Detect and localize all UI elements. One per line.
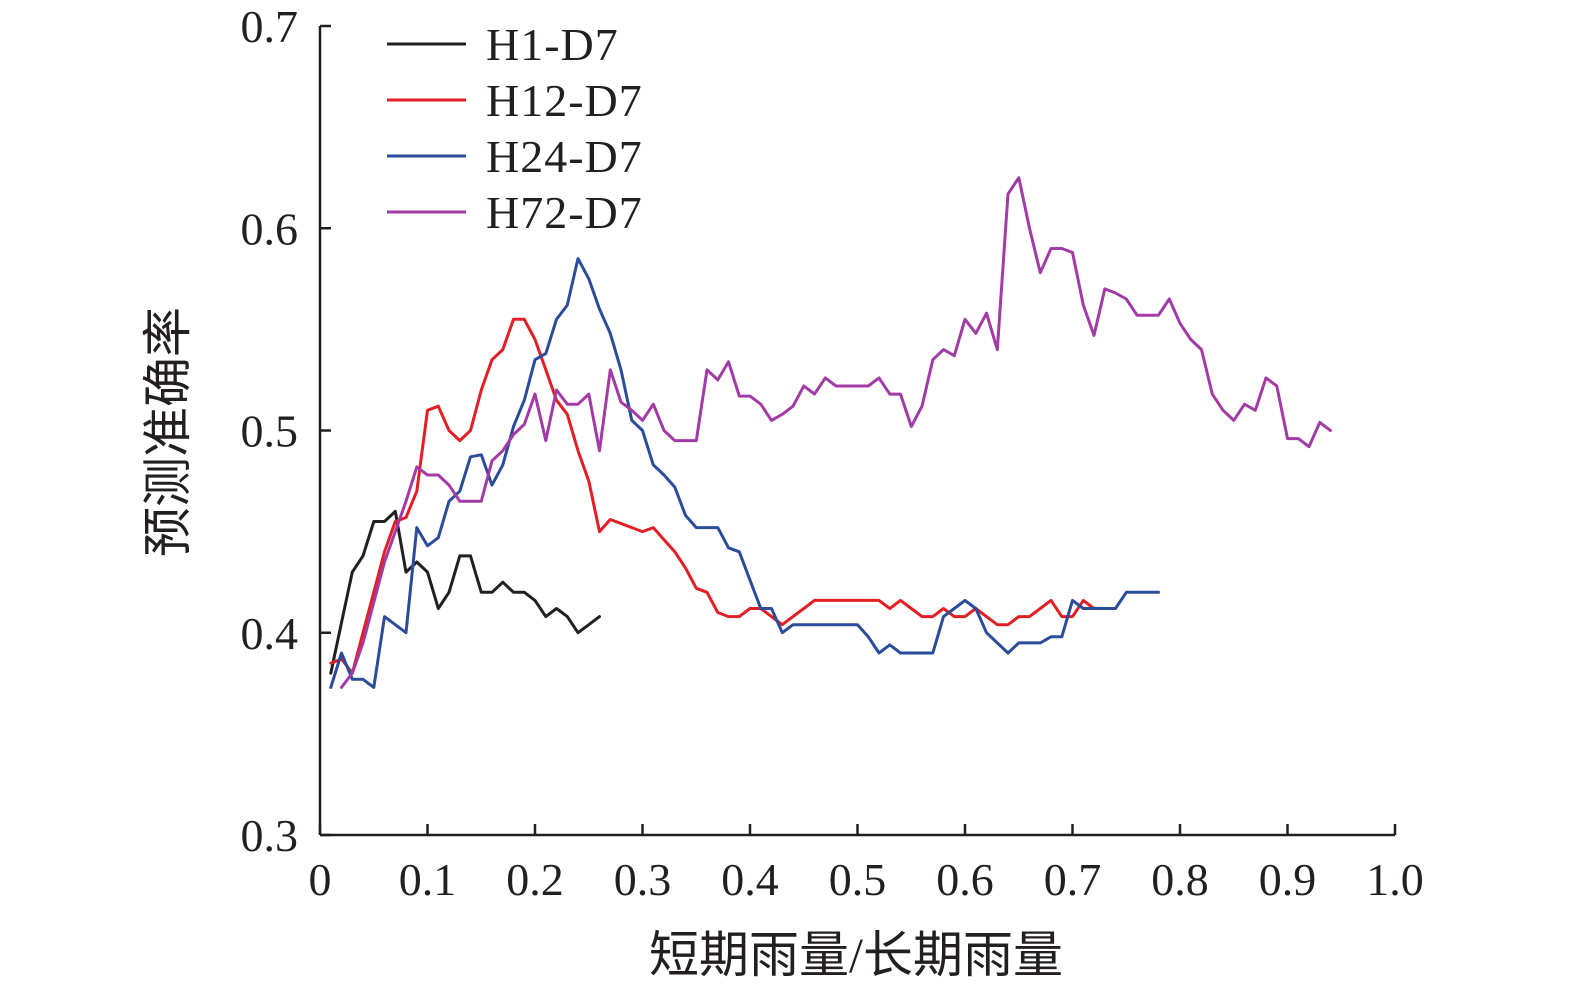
legend-label: H12-D7: [486, 75, 643, 126]
x-tick-label: 0.4: [721, 854, 779, 905]
x-tick-label: 0.1: [399, 854, 457, 905]
series-lines: [329, 176, 1332, 689]
y-tick-label: 0.4: [241, 608, 299, 659]
x-tick-label: 0.7: [1044, 854, 1102, 905]
y-axis-title: 预测准确率: [140, 307, 196, 557]
y-tick-label: 0.5: [241, 406, 299, 457]
x-tick-label: 0: [309, 854, 332, 905]
y-tick-label: 0.3: [241, 810, 299, 861]
series-line-h1-d7: [329, 509, 601, 675]
x-tick-label: 0.5: [829, 854, 887, 905]
y-tick-label: 0.6: [241, 203, 299, 254]
legend-label: H72-D7: [486, 187, 643, 238]
legend-label: H24-D7: [486, 131, 643, 182]
x-tick-label: 0.3: [614, 854, 672, 905]
y-tick-label: 0.7: [241, 1, 299, 52]
x-axis-title: 短期雨量/长期雨量: [649, 927, 1063, 983]
x-tick-label: 0.2: [506, 854, 564, 905]
axes: 0 0.1 0.2 0.3 0.4 0.5 0.6 0.7 0.8 0.9 1.0 0.3 0.4 0.5…: [241, 1, 1424, 905]
series-line-h24-d7: [329, 257, 1160, 689]
series-line-h72-d7: [340, 176, 1332, 689]
x-tick-label: 0.9: [1259, 854, 1317, 905]
legend-label: H1-D7: [486, 19, 619, 70]
series-line-h12-d7: [329, 317, 1096, 675]
x-tick-label: 0.8: [1151, 854, 1209, 905]
x-tick-label: 0.6: [936, 854, 994, 905]
x-tick-label: 1.0: [1366, 854, 1424, 905]
